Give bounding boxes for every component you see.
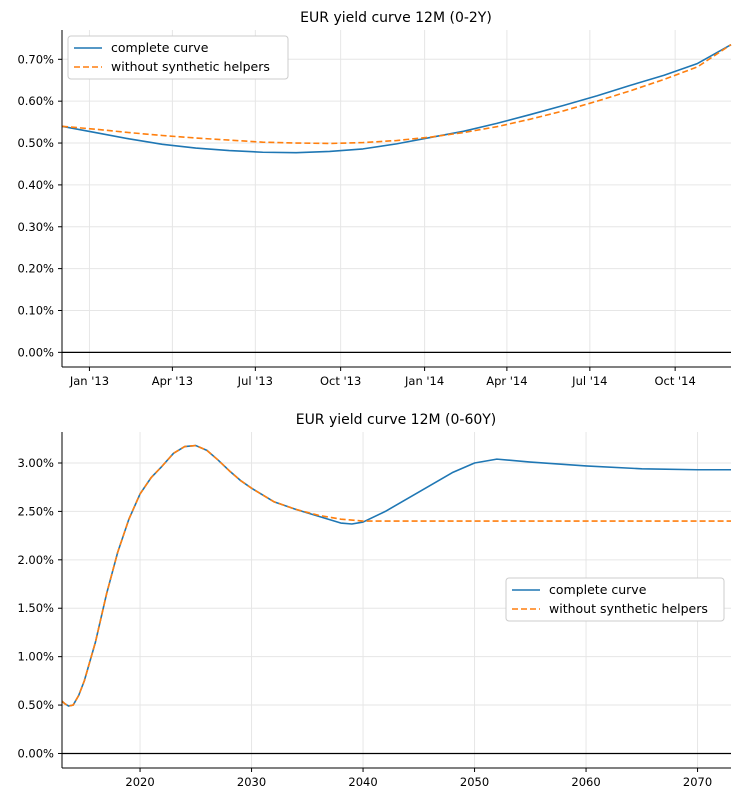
series-line-1 xyxy=(61,43,732,145)
x-tick-label: Apr '14 xyxy=(486,374,527,388)
y-tick-label: 0.40% xyxy=(17,178,54,192)
x-tick-label: Apr '13 xyxy=(152,374,193,388)
legend: complete curve without synthetic helpers xyxy=(67,35,289,80)
axes: 0.00% 0.50% 1.00% 1.50% 2.00% 2.50% 3.00% 2020 2… xyxy=(17,432,731,789)
chart-title: EUR yield curve 12M (0-2Y) xyxy=(300,10,492,26)
y-tick-label: 3.00% xyxy=(17,456,54,470)
x-tick-label: 2060 xyxy=(571,775,600,789)
y-tick-label: 0.50% xyxy=(17,698,54,712)
series-line-1 xyxy=(61,444,731,707)
x-tick-label: 2020 xyxy=(125,775,154,789)
chart-0-60y: EUR yield curve 12M (0-60Y) 0.00% 0.50% 1.… xyxy=(17,412,731,789)
legend-box xyxy=(67,35,289,80)
axes: 0.00% 0.10% 0.20% 0.30% 0.40% 0.50% 0.60% 0.70%… xyxy=(17,30,731,388)
y-tick-label: 0.30% xyxy=(17,220,54,234)
x-tick-label: Jul '13 xyxy=(237,374,273,388)
y-tick-label: 0.10% xyxy=(17,303,54,317)
y-tick-label: 2.50% xyxy=(17,504,54,518)
grid xyxy=(62,30,731,367)
chart-title: EUR yield curve 12M (0-60Y) xyxy=(296,412,497,428)
legend-box xyxy=(505,577,725,622)
x-tick-label: Jan '14 xyxy=(404,374,444,388)
legend-label-1: without synthetic helpers xyxy=(111,59,270,74)
legend-label-1: without synthetic helpers xyxy=(549,601,708,616)
x-tick-label: Oct '13 xyxy=(320,374,361,388)
series-lines xyxy=(61,43,732,154)
x-tick-label: Oct '14 xyxy=(654,374,695,388)
series-line-0 xyxy=(61,444,731,707)
y-tick-label: 0.60% xyxy=(17,94,54,108)
legend-label-0: complete curve xyxy=(111,40,209,55)
x-tick-label: 2070 xyxy=(683,775,712,789)
legend-label-0: complete curve xyxy=(549,582,647,597)
y-tick-label: 0.00% xyxy=(17,746,54,760)
y-tick-label: 0.50% xyxy=(17,136,54,150)
y-tick-label: 0.20% xyxy=(17,262,54,276)
x-tick-label: Jul '14 xyxy=(571,374,607,388)
x-tick-label: 2030 xyxy=(237,775,266,789)
y-tick-label: 0.00% xyxy=(17,345,54,359)
y-tick-label: 1.50% xyxy=(17,601,54,615)
series-line-0 xyxy=(61,43,732,154)
series-lines xyxy=(61,444,731,707)
y-tick-label: 1.00% xyxy=(17,650,54,664)
legend: complete curve without synthetic helpers xyxy=(505,577,725,622)
x-tick-label: Jan '13 xyxy=(69,374,109,388)
x-tick-label: 2050 xyxy=(460,775,489,789)
y-tick-label: 0.70% xyxy=(17,52,54,66)
x-tick-label: 2040 xyxy=(348,775,377,789)
y-tick-label: 2.00% xyxy=(17,553,54,567)
chart-0-2y: EUR yield curve 12M (0-2Y) 0.00% 0.10% 0.2… xyxy=(17,10,732,388)
